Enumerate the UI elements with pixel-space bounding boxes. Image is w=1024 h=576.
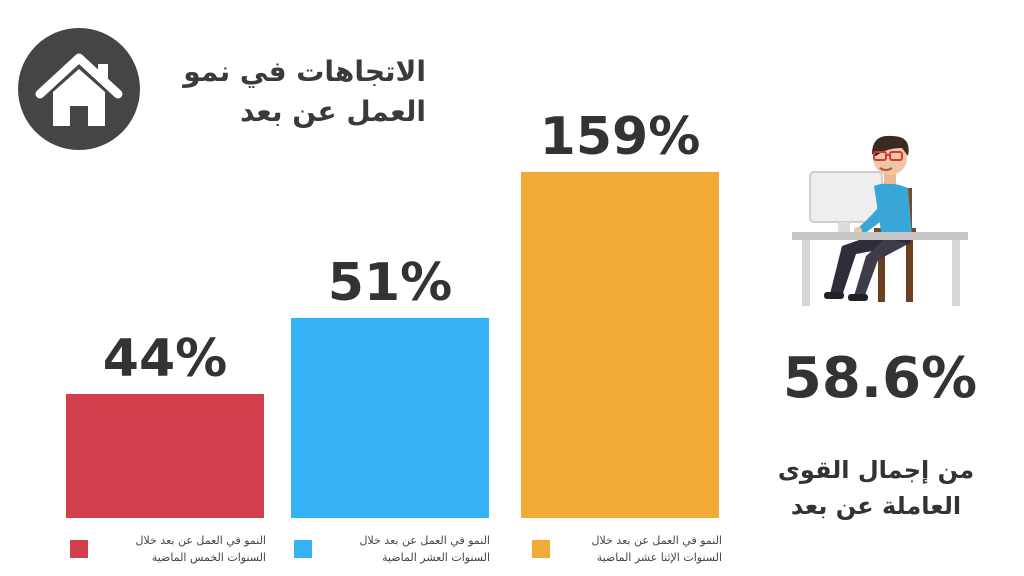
legend-swatch-red bbox=[70, 540, 88, 558]
legend-swatch-orange bbox=[532, 540, 550, 558]
bar-value-label-1: 44% bbox=[103, 329, 227, 389]
legend-label: النمو في العمل عن بعد خلال السنوات الخمس… bbox=[135, 534, 266, 564]
bar-3 bbox=[521, 172, 719, 518]
remote-worker-illustration bbox=[792, 135, 968, 306]
legend-item-12-years: النمو في العمل عن بعد خلال السنوات الإثن… bbox=[526, 532, 722, 572]
bar-value-label-3: 159% bbox=[540, 107, 701, 167]
legend-label: النمو في العمل عن بعد خلال السنوات العشر… bbox=[359, 534, 490, 564]
legend-label: النمو في العمل عن بعد خلال السنوات الإثن… bbox=[591, 534, 722, 564]
bar-value-label-2: 51% bbox=[328, 253, 452, 313]
remote-workforce-share-value: 58.6% bbox=[782, 346, 978, 411]
bar-2 bbox=[291, 318, 489, 518]
chart-title: الاتجاهات في نمو العمل عن بعد bbox=[183, 52, 426, 132]
legend-item-5-years: النمو في العمل عن بعد خلال السنوات الخمس… bbox=[66, 532, 266, 572]
bar-1 bbox=[66, 394, 264, 518]
home-badge bbox=[18, 28, 140, 150]
chart-title-line2: العمل عن بعد bbox=[240, 95, 426, 128]
remote-workforce-caption: من إجمال القوى العاملة عن بعد bbox=[777, 456, 975, 520]
legend-swatch-blue bbox=[294, 540, 312, 558]
chart-title-line1: الاتجاهات في نمو bbox=[183, 55, 426, 88]
legend-item-10-years: النمو في العمل عن بعد خلال السنوات العشر… bbox=[290, 532, 490, 572]
home-icon bbox=[35, 53, 123, 126]
